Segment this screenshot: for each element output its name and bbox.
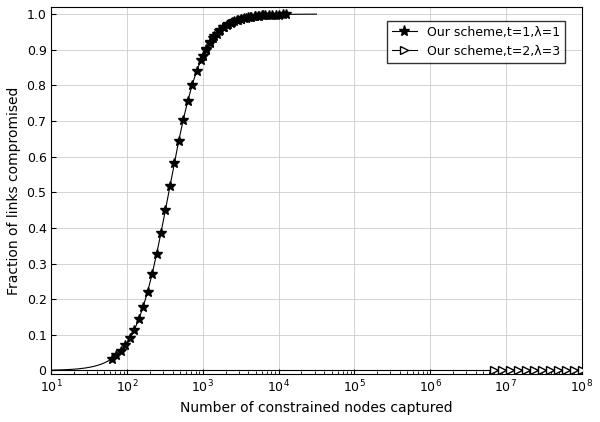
X-axis label: Number of constrained nodes captured: Number of constrained nodes captured: [180, 401, 453, 415]
Legend: Our scheme,t=1,λ=1, Our scheme,t=2,λ=3: Our scheme,t=1,λ=1, Our scheme,t=2,λ=3: [386, 21, 565, 63]
Y-axis label: Fraction of links compromised: Fraction of links compromised: [7, 87, 21, 295]
